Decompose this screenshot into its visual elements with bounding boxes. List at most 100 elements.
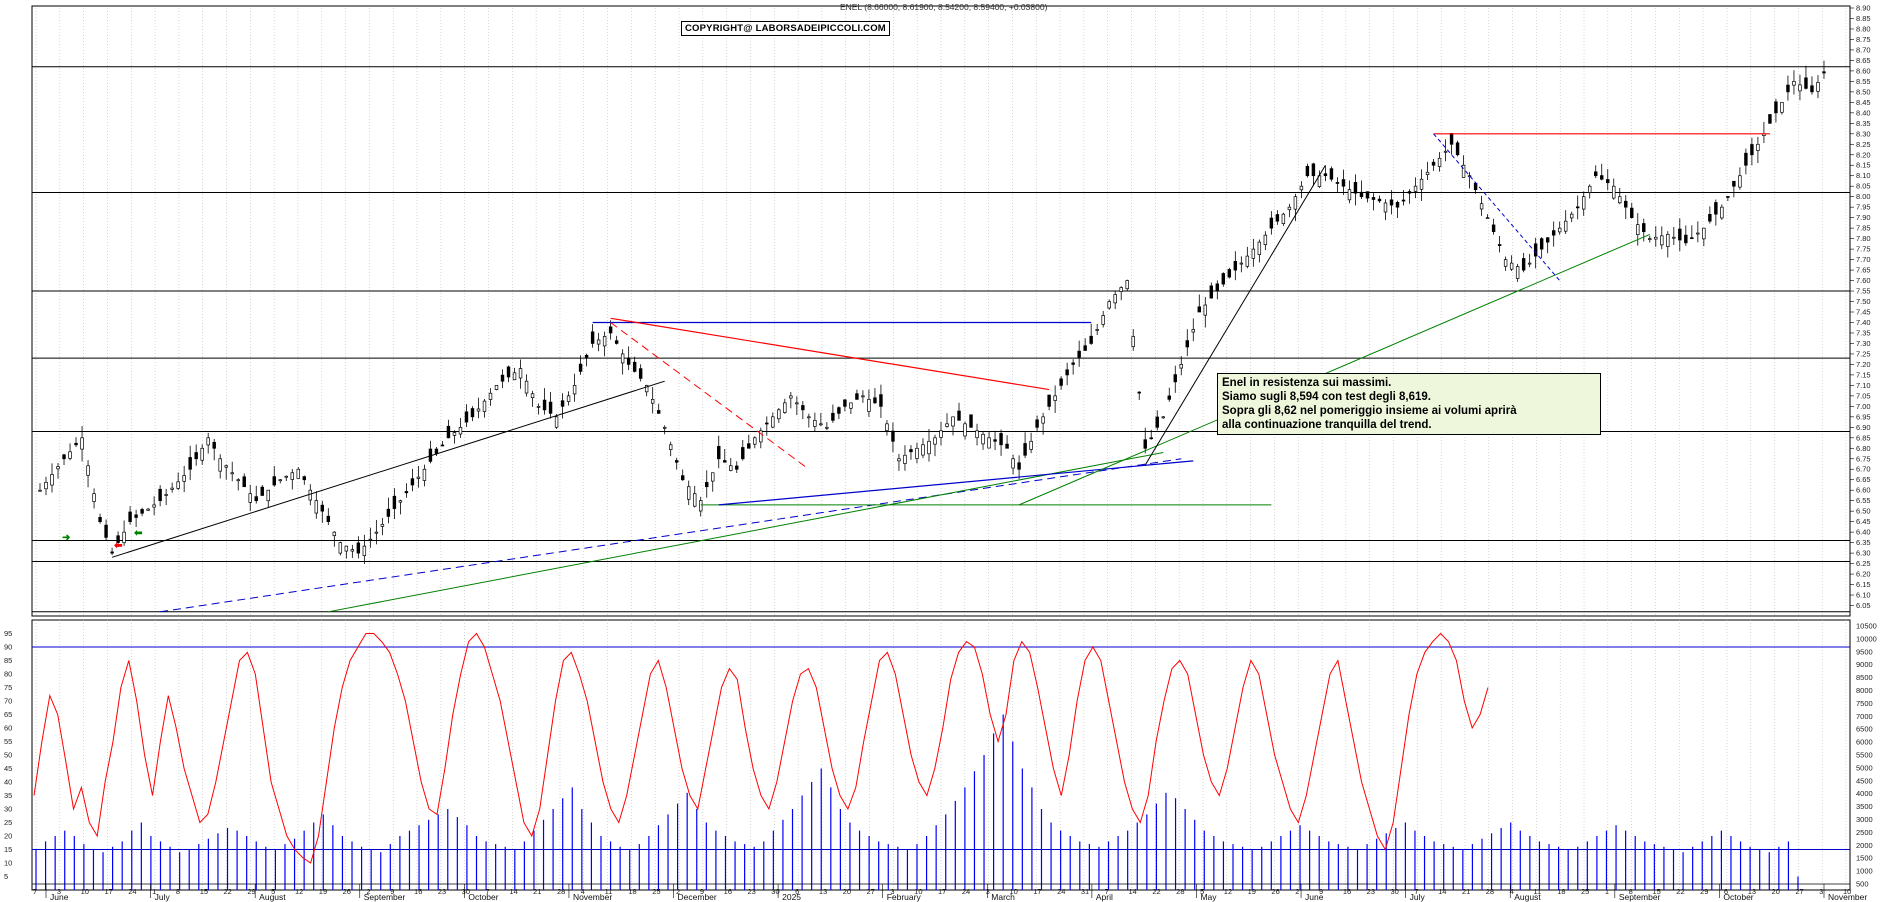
candle-body bbox=[1173, 374, 1177, 383]
x-day-label: 4 bbox=[581, 887, 585, 896]
candle-body bbox=[885, 423, 889, 431]
candle-body bbox=[1119, 287, 1123, 292]
y-tick-label: 7.60 bbox=[1856, 276, 1871, 285]
copyright-label: COPYRIGHT@ LABORSADEIPICCOLI.COM bbox=[681, 21, 890, 36]
candle-body bbox=[380, 523, 385, 527]
red-dashed-line bbox=[610, 322, 810, 470]
candle-body bbox=[524, 380, 529, 394]
candle-body bbox=[1600, 175, 1604, 180]
candle-body bbox=[128, 511, 132, 523]
candle-body bbox=[578, 363, 583, 372]
osc-tick-label: 80 bbox=[4, 670, 12, 679]
candle-body bbox=[1059, 378, 1063, 386]
candle-body bbox=[548, 401, 553, 414]
x-day-label: 22 bbox=[224, 887, 232, 896]
candle-body bbox=[230, 472, 234, 475]
x-day-label: 10 bbox=[1843, 887, 1851, 896]
candle-body bbox=[1197, 306, 1202, 313]
x-day-label: 12 bbox=[1224, 887, 1232, 896]
candle-body bbox=[494, 385, 499, 390]
y-tick-label: 8.75 bbox=[1856, 35, 1871, 44]
red-downtrend-line bbox=[610, 317, 1050, 391]
candle-body bbox=[1636, 224, 1640, 235]
candle-body bbox=[560, 400, 565, 407]
x-day-label: 9 bbox=[390, 887, 394, 896]
candle-body bbox=[356, 542, 361, 554]
candle-body bbox=[1107, 301, 1111, 309]
candle-body bbox=[1287, 206, 1292, 211]
x-day-label: 31 bbox=[1081, 887, 1089, 896]
osc-tick-label: 15 bbox=[4, 845, 12, 854]
candle-body bbox=[1708, 214, 1712, 222]
volume-tick-label: 10000 bbox=[1856, 634, 1877, 643]
candle-body bbox=[1606, 179, 1610, 184]
candle-body bbox=[915, 447, 919, 459]
y-tick-label: 8.55 bbox=[1856, 77, 1871, 86]
candle-body bbox=[927, 440, 931, 455]
x-day-label: 28 bbox=[1176, 887, 1184, 896]
candle-body bbox=[1419, 178, 1424, 190]
candle-body bbox=[338, 542, 343, 554]
candle-body bbox=[1269, 217, 1274, 229]
y-tick-label: 8.35 bbox=[1856, 119, 1871, 128]
candle-body bbox=[1497, 244, 1502, 246]
y-tick-label: 6.05 bbox=[1856, 601, 1871, 610]
x-day-label: 23 bbox=[438, 887, 446, 896]
candle-body bbox=[735, 465, 739, 470]
candle-body bbox=[1215, 283, 1220, 292]
candle-body bbox=[1395, 202, 1400, 208]
x-day-label: 8 bbox=[176, 887, 180, 896]
candle-body bbox=[1389, 199, 1394, 206]
candle-body bbox=[1533, 243, 1538, 257]
candle-body bbox=[1371, 197, 1376, 200]
candle-body bbox=[945, 423, 949, 427]
y-tick-label: 7.50 bbox=[1856, 297, 1871, 306]
candle-body bbox=[1696, 232, 1700, 235]
candle-body bbox=[1756, 143, 1760, 151]
candle-body bbox=[260, 486, 264, 496]
x-day-label: 17 bbox=[104, 887, 112, 896]
x-day-label: 25 bbox=[1581, 887, 1589, 896]
candle-body bbox=[488, 392, 493, 400]
candle-body bbox=[1648, 238, 1652, 241]
candle-body bbox=[1431, 161, 1436, 166]
candle-body bbox=[999, 433, 1003, 446]
candle-body bbox=[1503, 259, 1508, 267]
candle-body bbox=[849, 402, 853, 409]
candle-body bbox=[1786, 84, 1790, 93]
candle-body bbox=[903, 454, 907, 464]
candle-body bbox=[464, 411, 469, 423]
candle-body bbox=[795, 402, 799, 405]
candle-body bbox=[837, 407, 841, 414]
x-day-label: 30 bbox=[462, 887, 470, 896]
y-tick-label: 7.25 bbox=[1856, 349, 1871, 358]
candle-body bbox=[56, 466, 60, 470]
candle-body bbox=[873, 397, 877, 404]
y-tick-label: 7.20 bbox=[1856, 360, 1871, 369]
support-trendline bbox=[111, 380, 665, 558]
stochastic-line-path bbox=[33, 632, 1489, 864]
candle-body bbox=[981, 433, 985, 445]
candle-body bbox=[104, 524, 108, 538]
price-panel-border bbox=[31, 5, 1851, 617]
candle-body bbox=[771, 416, 775, 428]
y-tick-label: 7.70 bbox=[1856, 255, 1871, 264]
candle-body bbox=[1551, 230, 1556, 236]
x-day-label: 28 bbox=[1486, 887, 1494, 896]
y-tick-label: 7.35 bbox=[1856, 328, 1871, 337]
y-tick-label: 8.70 bbox=[1856, 45, 1871, 54]
candle-body bbox=[1005, 443, 1009, 449]
candle-body bbox=[1155, 416, 1159, 428]
candle-body bbox=[302, 476, 307, 481]
candle-body bbox=[482, 400, 487, 412]
note-line: alla continuazione tranquilla del trend. bbox=[1222, 419, 1432, 431]
x-day-label: 5 bbox=[271, 887, 275, 896]
candle-body bbox=[668, 444, 673, 450]
chart-frame bbox=[31, 5, 1851, 891]
candle-body bbox=[512, 372, 517, 381]
x-day-label: 7 bbox=[1105, 887, 1109, 896]
volume-tick-label: 3500 bbox=[1856, 802, 1873, 811]
candle-body bbox=[278, 479, 282, 482]
candle-body bbox=[1666, 234, 1670, 247]
y-tick-label: 6.55 bbox=[1856, 496, 1871, 505]
